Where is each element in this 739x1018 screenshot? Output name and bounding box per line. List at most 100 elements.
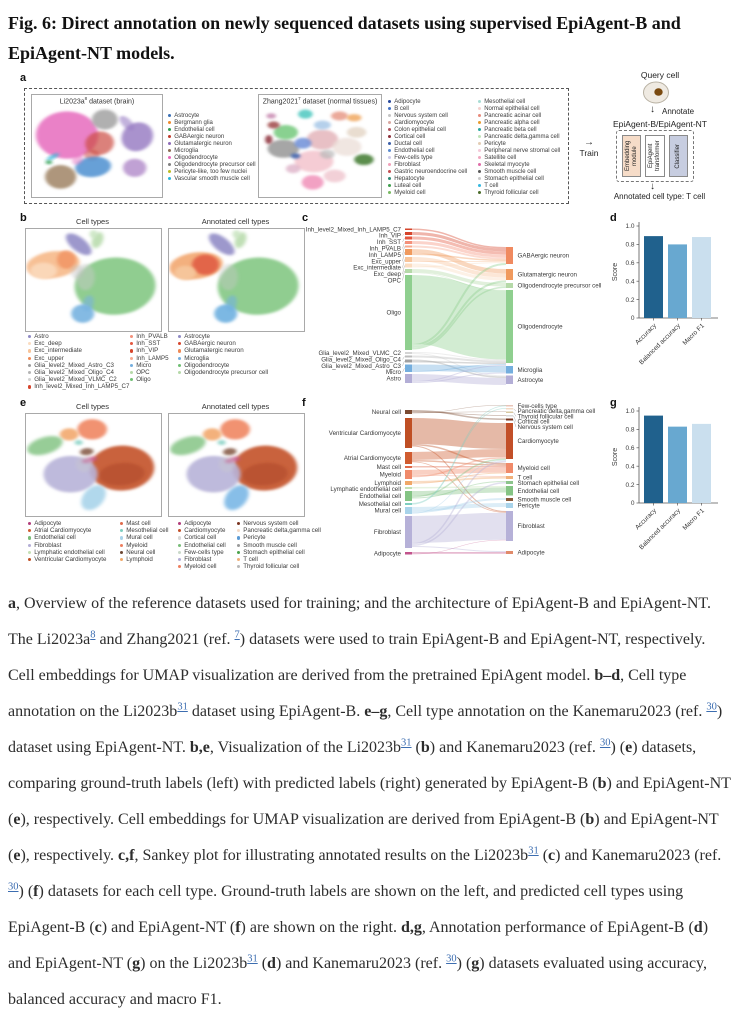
sankey-li2023b: Inh_level2_Mixed_Inh_LAMP5_C7Inh_VIPInh_… bbox=[306, 226, 601, 385]
legend-item: Oligodendrocyte precursor cell bbox=[168, 161, 256, 168]
panel-label-a: a bbox=[20, 72, 27, 84]
legend-swatch bbox=[178, 335, 182, 339]
figure-caption: a, Overview of the reference datasets us… bbox=[8, 595, 731, 1008]
legend-item: Stomach epithelial cell bbox=[478, 175, 560, 182]
legend-swatch bbox=[168, 120, 172, 125]
train-label: Train bbox=[579, 148, 599, 158]
legend-swatch bbox=[388, 190, 392, 195]
legend-swatch bbox=[478, 113, 482, 118]
legend-item: Pericyte-like, too few nuclei bbox=[168, 168, 256, 175]
legend-swatch bbox=[130, 335, 134, 339]
svg-text:Fibroblast: Fibroblast bbox=[374, 529, 401, 536]
b-annotated-umap-box bbox=[168, 228, 305, 332]
legend-item: Astro bbox=[28, 333, 129, 340]
reference-link[interactable]: 31 bbox=[247, 953, 258, 965]
panel-label-e: e bbox=[20, 397, 27, 409]
reference-link[interactable]: 8 bbox=[90, 629, 96, 641]
legend-swatch bbox=[120, 550, 124, 554]
legend-item: Bergmann glia bbox=[168, 119, 256, 126]
query-cell-label: Query cell bbox=[640, 70, 680, 80]
legend-item: Few-cells type bbox=[388, 154, 467, 161]
umap-zhang2021 bbox=[265, 109, 374, 190]
legend-swatch bbox=[178, 536, 182, 540]
legend-item: Smooth muscle cell bbox=[237, 542, 321, 549]
model-module: Embedding module bbox=[622, 135, 642, 177]
reference-link[interactable]: 30 bbox=[446, 953, 457, 965]
legend-item: Inh_PVALB bbox=[130, 333, 169, 340]
legend-swatch bbox=[168, 148, 172, 153]
e-legend-col3: Adipocyte Cardiomyocyte Cortical cell Endot… bbox=[178, 520, 226, 570]
legend-item: Ventricular Cardiomyocyte bbox=[28, 556, 106, 563]
legend-swatch bbox=[178, 342, 182, 346]
legend-item: Endothelial cell bbox=[168, 126, 256, 133]
legend-item: Fibroblast bbox=[388, 161, 467, 168]
legend-item: Neural cell bbox=[120, 549, 169, 556]
legend-swatch bbox=[178, 363, 182, 367]
reference-link[interactable]: 30 bbox=[706, 701, 717, 713]
legend-item: Inh_SST bbox=[130, 340, 169, 347]
svg-text:Lymphatic endothelial cell: Lymphatic endothelial cell bbox=[330, 486, 401, 493]
model-module: Classifier bbox=[668, 135, 688, 177]
legend-item: Skeletal myocyte bbox=[478, 161, 560, 168]
legend-item: Peripheral nerve stromal cell bbox=[478, 147, 560, 154]
legend-swatch bbox=[120, 543, 124, 547]
svg-text:Oligodendrocyte: Oligodendrocyte bbox=[518, 324, 564, 331]
legend-swatch bbox=[28, 557, 32, 562]
legend-item: Inh_VIP bbox=[130, 347, 169, 354]
b-legend-col2: Inh_PVALB Inh_SST Inh_VIP Inh_LAMP5 Micro OPC… bbox=[130, 333, 169, 383]
legend-item: Pancreatic beta cell bbox=[478, 126, 560, 133]
svg-text:Microglia: Microglia bbox=[518, 367, 543, 374]
reference-link[interactable]: 7 bbox=[234, 629, 240, 641]
legend-item: Thyroid follicular cell bbox=[478, 189, 560, 196]
legend-swatch bbox=[168, 169, 172, 174]
legend-swatch bbox=[168, 134, 172, 139]
svg-text:Mesothelial cell: Mesothelial cell bbox=[359, 501, 401, 508]
umap-kanemaru2023-ground-truth bbox=[27, 419, 155, 511]
legend-item: Atrial Cardiomyocyte bbox=[28, 527, 106, 534]
svg-text:GABAergic neuron: GABAergic neuron bbox=[518, 253, 570, 260]
legend-item: Lymphoid bbox=[120, 556, 169, 563]
legend-swatch bbox=[478, 148, 482, 153]
legend-item: B cell bbox=[388, 105, 467, 112]
svg-text:Glutamatergic neuron: Glutamatergic neuron bbox=[518, 272, 578, 279]
b-legend-col3: Astrocyte GABAergic neuron Glutamatergic n… bbox=[178, 333, 268, 376]
legend-item: Pancreatic alpha cell bbox=[478, 119, 560, 126]
svg-text:Score: Score bbox=[612, 263, 619, 281]
legend-swatch bbox=[237, 529, 241, 533]
svg-text:T cell: T cell bbox=[518, 475, 533, 482]
e-left-title: Cell types bbox=[76, 402, 109, 411]
svg-text:1.0: 1.0 bbox=[625, 408, 634, 415]
reference-link[interactable]: 31 bbox=[401, 737, 412, 749]
legend-swatch bbox=[237, 565, 241, 569]
svg-text:Exc_intermediate: Exc_intermediate bbox=[353, 265, 401, 272]
svg-text:Accuracy: Accuracy bbox=[634, 507, 658, 531]
legend-item: Adipocyte bbox=[388, 98, 467, 105]
legend-item: Astrocyte bbox=[168, 112, 256, 119]
reference-link[interactable]: 31 bbox=[177, 701, 188, 713]
legend-swatch bbox=[237, 536, 241, 540]
legend-item: Colon epithelial cell bbox=[388, 126, 467, 133]
legend-swatch bbox=[120, 529, 124, 533]
svg-text:0.6: 0.6 bbox=[625, 260, 634, 267]
train-arrow-icon: → bbox=[584, 137, 594, 148]
legend-item: Fibroblast bbox=[28, 542, 106, 549]
legend-item: Exc_deep bbox=[28, 340, 129, 347]
legend-item: T cell bbox=[237, 556, 321, 563]
svg-text:Inh_level2_Mixed_Inh_LAMP5_C7: Inh_level2_Mixed_Inh_LAMP5_C7 bbox=[306, 226, 402, 233]
legend-item: Glia_level2_Mixed_Astro_C3 bbox=[28, 362, 129, 369]
reference-link[interactable]: 30 bbox=[8, 881, 19, 893]
zhang2021-legend-col1: Adipocyte B cell Nervous system cell Cardio… bbox=[388, 98, 467, 196]
reference-link[interactable]: 30 bbox=[599, 737, 611, 749]
legend-item: Mesothelial cell bbox=[478, 98, 560, 105]
annotate-label: Annotate bbox=[662, 107, 695, 116]
legend-item: Hepatocyte bbox=[388, 175, 467, 182]
reference-link[interactable]: 31 bbox=[528, 845, 539, 857]
li2023a-title: Li2023a8 dataset (brain) bbox=[59, 96, 135, 106]
b-left-title: Cell types bbox=[76, 217, 109, 226]
svg-text:Smooth muscle cell: Smooth muscle cell bbox=[518, 497, 572, 504]
legend-item: Oligodendrocyte bbox=[178, 362, 268, 369]
legend-swatch bbox=[130, 370, 134, 375]
legend-item: Exc_upper bbox=[28, 355, 129, 362]
